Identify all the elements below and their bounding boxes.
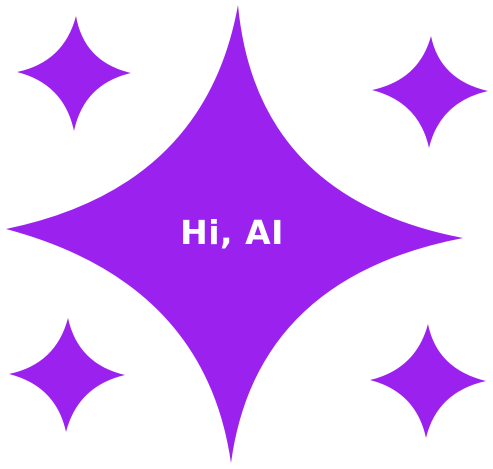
large-sparkle-icon (6, 5, 463, 463)
logo-text: Hi, AI (180, 212, 284, 252)
sparkle-top-right-icon (372, 36, 488, 148)
sparkle-top-left-icon (17, 16, 131, 131)
sparkle-bottom-left-icon (9, 318, 125, 432)
sparkle-bottom-right-icon (370, 324, 486, 438)
